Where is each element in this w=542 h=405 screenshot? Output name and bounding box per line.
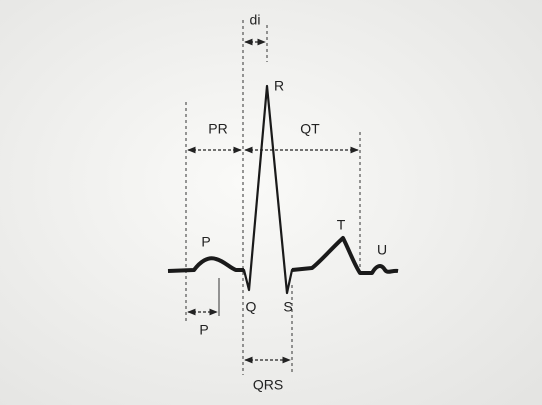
interval-arrows xyxy=(187,38,359,364)
label-qrs: QRS xyxy=(253,377,283,393)
label-pr: PR xyxy=(208,121,227,137)
label-u: U xyxy=(377,242,387,258)
ecg-trace-thick xyxy=(167,236,399,275)
label-t: T xyxy=(337,217,346,233)
label-qt: QT xyxy=(300,121,320,137)
label-q: Q xyxy=(246,299,257,315)
label-r: R xyxy=(274,78,284,94)
label-s: S xyxy=(283,299,292,315)
label-di: di xyxy=(250,12,261,28)
label-p-interval: P xyxy=(199,322,208,338)
guide-lines xyxy=(185,20,361,375)
label-p-wave: P xyxy=(201,234,210,250)
